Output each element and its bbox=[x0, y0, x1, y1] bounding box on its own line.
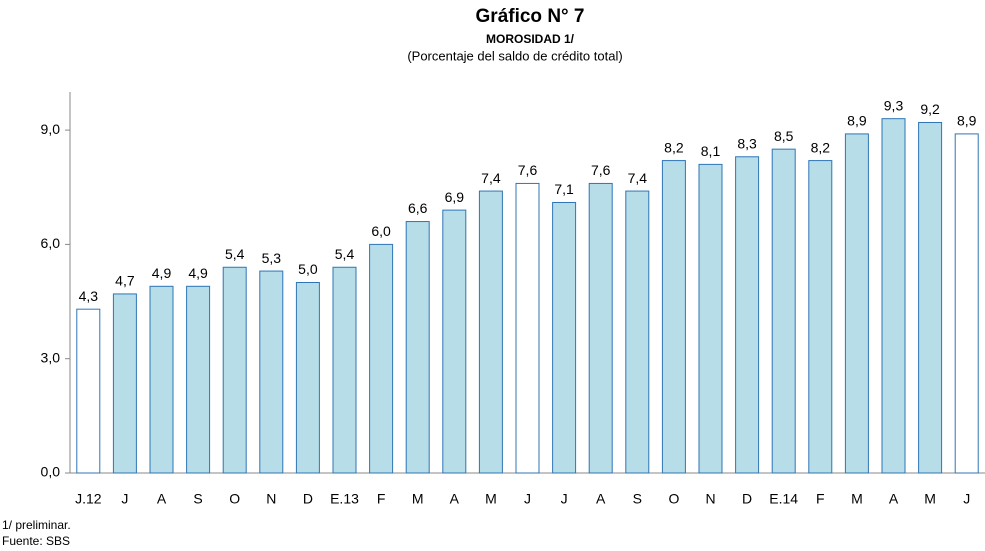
x-tick-label: F bbox=[377, 491, 386, 507]
data-label: 5,0 bbox=[298, 261, 318, 277]
data-label: 4,9 bbox=[152, 265, 172, 281]
data-label: 7,4 bbox=[481, 170, 501, 186]
data-label: 9,3 bbox=[884, 97, 904, 113]
x-tick-label: E.13 bbox=[330, 491, 359, 507]
data-label: 8,9 bbox=[957, 113, 977, 129]
bar bbox=[478, 190, 503, 474]
x-tick-label: M bbox=[924, 491, 936, 507]
bar bbox=[295, 282, 320, 474]
y-tick-label: 0,0 bbox=[41, 464, 61, 480]
bar bbox=[222, 266, 247, 474]
bar bbox=[588, 182, 613, 474]
x-tick-label: D bbox=[303, 491, 313, 507]
y-tick-label: 9,0 bbox=[41, 121, 61, 137]
data-label: 7,6 bbox=[518, 162, 538, 178]
data-label: 6,0 bbox=[371, 223, 391, 239]
chart-title: Gráfico N° 7 bbox=[476, 6, 585, 27]
bar bbox=[552, 201, 577, 474]
bar bbox=[625, 190, 650, 474]
x-tick-label: J bbox=[121, 491, 128, 507]
x-tick-label: A bbox=[157, 491, 167, 507]
data-label: 8,3 bbox=[737, 135, 757, 151]
bar bbox=[369, 243, 394, 474]
bar bbox=[332, 266, 357, 474]
x-tick-label: J bbox=[524, 491, 531, 507]
y-tick-label: 6,0 bbox=[41, 235, 61, 251]
chart-subtitle: MOROSIDAD 1/ bbox=[486, 32, 575, 46]
x-tick-label: J bbox=[963, 491, 970, 507]
x-tick-label: A bbox=[596, 491, 606, 507]
data-label: 7,6 bbox=[591, 162, 611, 178]
bar bbox=[735, 156, 760, 474]
x-tick-label: J.12 bbox=[75, 491, 102, 507]
bar bbox=[771, 148, 796, 474]
y-axis-label: (Porcentaje del saldo de crédito total) bbox=[407, 48, 622, 63]
data-label: 4,7 bbox=[115, 273, 135, 289]
data-label: 8,9 bbox=[847, 113, 867, 129]
x-tick-label: O bbox=[668, 491, 679, 507]
data-label: 8,2 bbox=[664, 139, 684, 155]
data-label: 8,5 bbox=[774, 128, 794, 144]
bar bbox=[918, 121, 943, 474]
x-tick-label: E.14 bbox=[769, 491, 798, 507]
x-tick-label: N bbox=[266, 491, 276, 507]
data-label: 6,9 bbox=[445, 189, 465, 205]
y-tick-label: 3,0 bbox=[41, 349, 61, 365]
data-label: 6,6 bbox=[408, 200, 428, 216]
x-tick-label: O bbox=[229, 491, 240, 507]
data-label: 5,4 bbox=[335, 246, 355, 262]
data-label: 5,4 bbox=[225, 246, 245, 262]
data-label: 8,2 bbox=[811, 139, 831, 155]
data-label: 7,4 bbox=[628, 170, 648, 186]
data-label: 5,3 bbox=[262, 250, 282, 266]
x-tick-label: D bbox=[742, 491, 752, 507]
x-tick-label: F bbox=[816, 491, 825, 507]
bar bbox=[881, 118, 906, 474]
data-label: 4,9 bbox=[188, 265, 208, 281]
bar bbox=[112, 293, 137, 474]
bar bbox=[954, 133, 979, 474]
data-label: 7,1 bbox=[554, 181, 574, 197]
x-tick-label: M bbox=[412, 491, 424, 507]
bar bbox=[698, 163, 723, 474]
x-tick-label: M bbox=[851, 491, 863, 507]
bar bbox=[442, 209, 467, 474]
x-tick-label: N bbox=[705, 491, 715, 507]
bar bbox=[844, 133, 869, 474]
data-label: 9,2 bbox=[920, 101, 940, 117]
x-tick-label: M bbox=[485, 491, 497, 507]
footnote: 1/ preliminar. bbox=[2, 518, 71, 532]
bar bbox=[661, 160, 686, 474]
bar bbox=[76, 308, 101, 474]
bar bbox=[808, 160, 833, 474]
x-tick-label: S bbox=[193, 491, 202, 507]
x-tick-label: J bbox=[561, 491, 568, 507]
x-tick-label: A bbox=[889, 491, 899, 507]
data-label: 4,3 bbox=[79, 288, 99, 304]
source: Fuente: SBS bbox=[2, 534, 70, 548]
bar bbox=[149, 285, 174, 474]
x-tick-label: A bbox=[450, 491, 460, 507]
bar bbox=[515, 182, 540, 474]
x-tick-label: S bbox=[633, 491, 642, 507]
data-label: 8,1 bbox=[701, 143, 721, 159]
bar bbox=[186, 285, 211, 474]
bar bbox=[405, 221, 430, 474]
bar bbox=[259, 270, 284, 474]
